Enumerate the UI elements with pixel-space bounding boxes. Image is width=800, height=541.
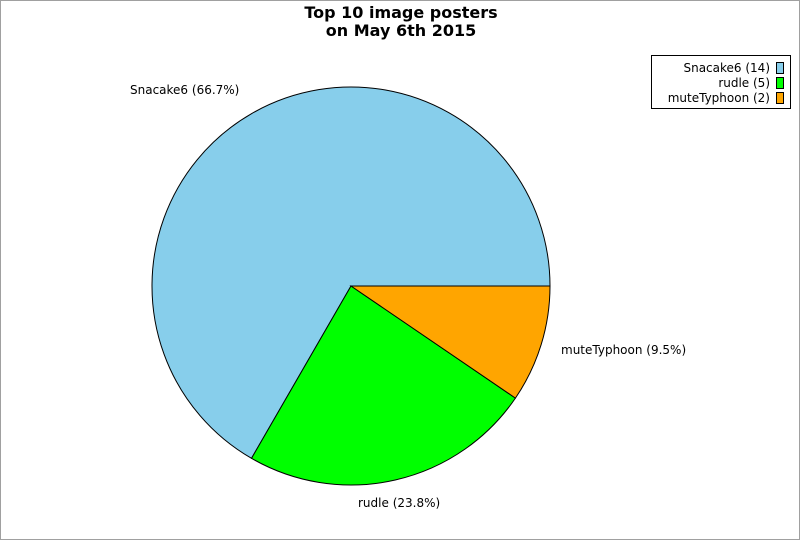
legend-swatch-rudle <box>776 77 784 89</box>
legend-label-rudle: rudle (5) <box>718 76 770 90</box>
legend-entry-rudle: rudle (5) <box>718 75 784 91</box>
legend-label-snacake6: Snacake6 (14) <box>683 61 770 75</box>
slice-label-snacake6: Snacake6 (66.7%) <box>130 83 240 97</box>
legend-entry-snacake6: Snacake6 (14) <box>683 60 784 76</box>
pie-slice-rudle <box>250 285 517 486</box>
pie-slice-snacake6 <box>151 86 551 460</box>
slice-label-rudle: rudle (23.8%) <box>358 496 441 510</box>
slice-label-mutetyphoon: muteTyphoon (9.5%) <box>561 343 687 357</box>
legend-entry-mutetyphoon: muteTyphoon (2) <box>668 90 784 106</box>
chart-title-line1: Top 10 image posters <box>304 3 498 22</box>
legend: Snacake6 (14) rudle (5) muteTyphoon (2) <box>651 55 791 109</box>
legend-label-mutetyphoon: muteTyphoon (2) <box>667 91 770 105</box>
legend-swatch-mutetyphoon <box>776 92 784 104</box>
pie-slice-mutetyphoon <box>349 285 551 399</box>
chart-title-line2: on May 6th 2015 <box>325 21 477 40</box>
legend-swatch-snacake6 <box>776 62 784 74</box>
